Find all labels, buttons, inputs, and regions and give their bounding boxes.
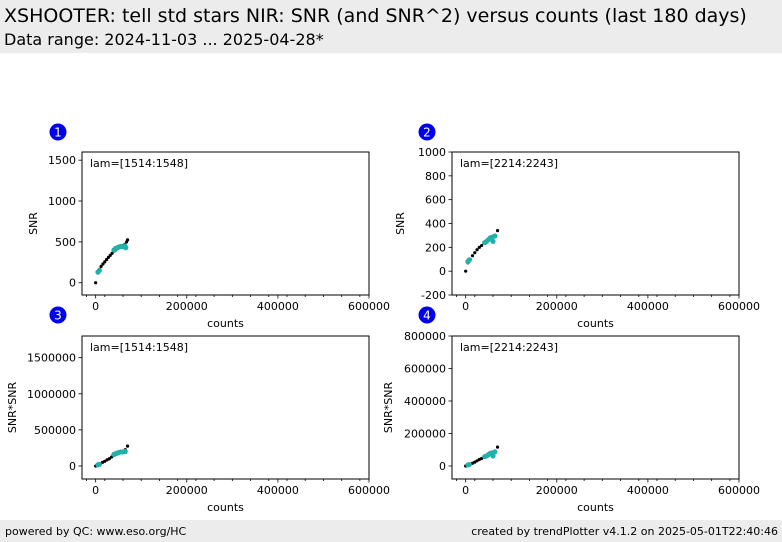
plot-annotation: lam=[1514:1548]: [90, 341, 188, 354]
data-point-black: [108, 253, 112, 257]
y-tick-label: 400: [425, 218, 446, 231]
data-point-cyan: [492, 233, 498, 239]
data-point-black: [103, 260, 107, 264]
y-tick-label: 1000: [48, 195, 76, 208]
x-tick-label: 400000: [627, 300, 669, 313]
footer-bar: powered by QC: www.eso.org/HC created by…: [0, 520, 782, 542]
data-point-black: [105, 257, 109, 262]
data-point-black: [125, 238, 130, 242]
plot-4-badge-number: 4: [423, 309, 431, 323]
y-tick-label: 800000: [404, 330, 446, 343]
x-axis-label: counts: [207, 501, 244, 514]
y-tick-label: 1500000: [27, 352, 76, 365]
y-tick-label: 400000: [404, 395, 446, 408]
data-point-black: [94, 281, 98, 285]
data-point-black: [106, 255, 111, 260]
x-tick-label: 0: [462, 300, 469, 313]
x-tick-label: 0: [92, 484, 99, 497]
x-tick-label: 200000: [536, 484, 578, 497]
x-tick-label: 600000: [348, 300, 390, 313]
x-tick-label: 600000: [718, 300, 760, 313]
page-subtitle: Data range: 2024-11-03 ... 2025-04-28*: [4, 30, 324, 49]
data-point-black: [110, 251, 114, 255]
x-axis-label: counts: [577, 501, 614, 514]
data-point-cyan: [492, 449, 498, 455]
x-tick-label: 400000: [257, 484, 299, 497]
y-tick-label: 1500: [48, 154, 76, 167]
y-tick-label: -200: [421, 289, 446, 302]
y-tick-label: 0: [69, 460, 76, 473]
y-tick-label: 200: [425, 241, 446, 254]
plot-4-frame: [451, 335, 740, 480]
x-tick-label: 0: [462, 484, 469, 497]
plot-3-badge: [49, 306, 67, 324]
y-tick-label: 800: [425, 170, 446, 183]
plot-2-badge-number: 2: [423, 126, 431, 140]
plot-4-badge: [418, 306, 436, 324]
y-axis-label: SNR*SNR: [6, 382, 19, 434]
x-tick-label: 0: [92, 300, 99, 313]
plot-2-badge: [418, 123, 436, 141]
y-axis-label: SNR: [394, 212, 407, 235]
x-tick-label: 600000: [718, 484, 760, 497]
data-point-black: [101, 262, 105, 266]
data-point-cyan: [96, 267, 102, 274]
header-bar: XSHOOTER: tell std stars NIR: SNR (and S…: [0, 0, 782, 53]
data-point-black: [480, 243, 484, 248]
data-point-black: [470, 254, 475, 258]
footer-powered-by: powered by QC: www.eso.org/HC: [5, 525, 187, 538]
data-point-cyan: [466, 257, 472, 263]
data-point-cyan: [490, 453, 496, 459]
data-point-black: [125, 444, 130, 448]
x-tick-label: 200000: [166, 484, 208, 497]
data-point-black: [495, 229, 500, 233]
plot-2-frame: [451, 151, 740, 296]
y-tick-label: 0: [439, 265, 446, 278]
x-tick-label: 400000: [627, 484, 669, 497]
data-point-cyan: [123, 245, 129, 251]
y-axis-label: SNR*SNR: [382, 382, 395, 434]
y-tick-label: 1000000: [27, 388, 76, 401]
data-point-cyan: [490, 238, 496, 244]
y-axis-label: SNR: [27, 212, 40, 235]
plot-annotation: lam=[2214:2243]: [460, 341, 558, 354]
plot-annotation: lam=[2214:2243]: [460, 157, 558, 170]
y-tick-label: 600: [425, 194, 446, 207]
data-point-black: [103, 459, 107, 463]
x-tick-label: 200000: [536, 300, 578, 313]
y-tick-label: 0: [69, 277, 76, 290]
data-point-cyan: [96, 461, 102, 467]
plot-1-badge: [49, 123, 67, 141]
y-tick-label: 0: [439, 460, 446, 473]
data-point-black: [473, 251, 477, 255]
data-point-cyan: [122, 448, 128, 455]
plot-3-frame: [81, 335, 370, 480]
y-tick-label: 1000: [418, 146, 446, 159]
plot-3-badge-number: 3: [54, 309, 62, 323]
data-point-black: [475, 248, 479, 252]
plot-1-badge-number: 1: [54, 126, 62, 140]
data-point-black: [495, 445, 500, 449]
y-tick-label: 500: [55, 236, 76, 249]
y-tick-label: 200000: [404, 428, 446, 441]
x-axis-label: counts: [577, 317, 614, 330]
data-point-cyan: [466, 461, 472, 468]
data-point-black: [107, 457, 111, 461]
data-point-black: [480, 456, 484, 461]
x-tick-label: 400000: [257, 300, 299, 313]
page-title: XSHOOTER: tell std stars NIR: SNR (and S…: [4, 5, 747, 27]
x-axis-label: counts: [207, 317, 244, 330]
data-point-black: [477, 245, 481, 249]
x-tick-label: 200000: [166, 300, 208, 313]
plot-annotation: lam=[1514:1548]: [90, 157, 188, 170]
data-point-black: [464, 269, 468, 273]
y-tick-label: 500000: [34, 424, 76, 437]
y-tick-label: 600000: [404, 363, 446, 376]
footer-created-by: created by trendPlotter v4.1.2 on 2025-0…: [471, 525, 778, 538]
x-tick-label: 600000: [348, 484, 390, 497]
plot-1-frame: [81, 151, 370, 296]
data-point-black: [99, 264, 103, 268]
